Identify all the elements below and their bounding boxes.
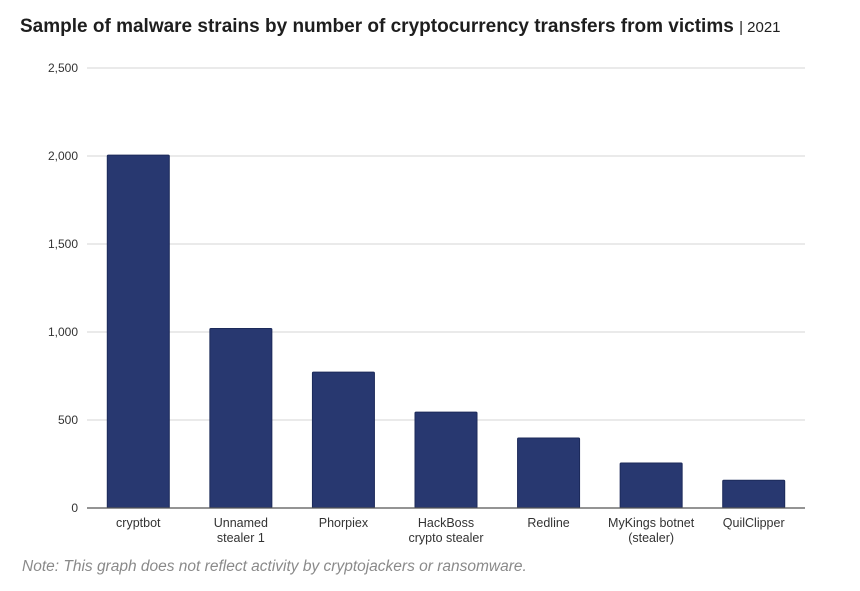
y-tick-label: 0 xyxy=(71,501,78,515)
chart-title-text: Sample of malware strains by number of c… xyxy=(20,16,734,37)
chart-note: Note: This graph does not reflect activi… xyxy=(22,558,527,575)
y-tick-label: 1,500 xyxy=(48,237,78,251)
bar xyxy=(106,154,170,509)
x-tick-label: cryptbot xyxy=(116,516,161,530)
bar xyxy=(722,479,786,509)
x-tick-label: stealer 1 xyxy=(217,531,265,545)
bar xyxy=(209,327,273,509)
x-tick-label: Phorpiex xyxy=(319,516,369,530)
x-tick-label: Redline xyxy=(527,516,569,530)
chart-title: Sample of malware strains by number of c… xyxy=(20,16,781,38)
y-tick-label: 2,000 xyxy=(48,149,78,163)
y-tick-label: 1,000 xyxy=(48,325,78,339)
bar xyxy=(311,371,375,509)
bar xyxy=(517,437,581,509)
y-tick-label: 500 xyxy=(58,413,78,427)
x-tick-label: crypto stealer xyxy=(408,531,483,545)
y-tick-label: 2,500 xyxy=(48,61,78,75)
chart-subtitle: | 2021 xyxy=(739,19,781,36)
x-tick-label: QuilClipper xyxy=(723,516,785,530)
x-tick-label: MyKings botnet xyxy=(608,516,695,530)
x-tick-label: (stealer) xyxy=(628,531,674,545)
bar xyxy=(414,411,478,509)
bar xyxy=(619,462,683,509)
x-tick-label: HackBoss xyxy=(418,516,474,530)
x-tick-label: Unnamed xyxy=(214,516,268,530)
